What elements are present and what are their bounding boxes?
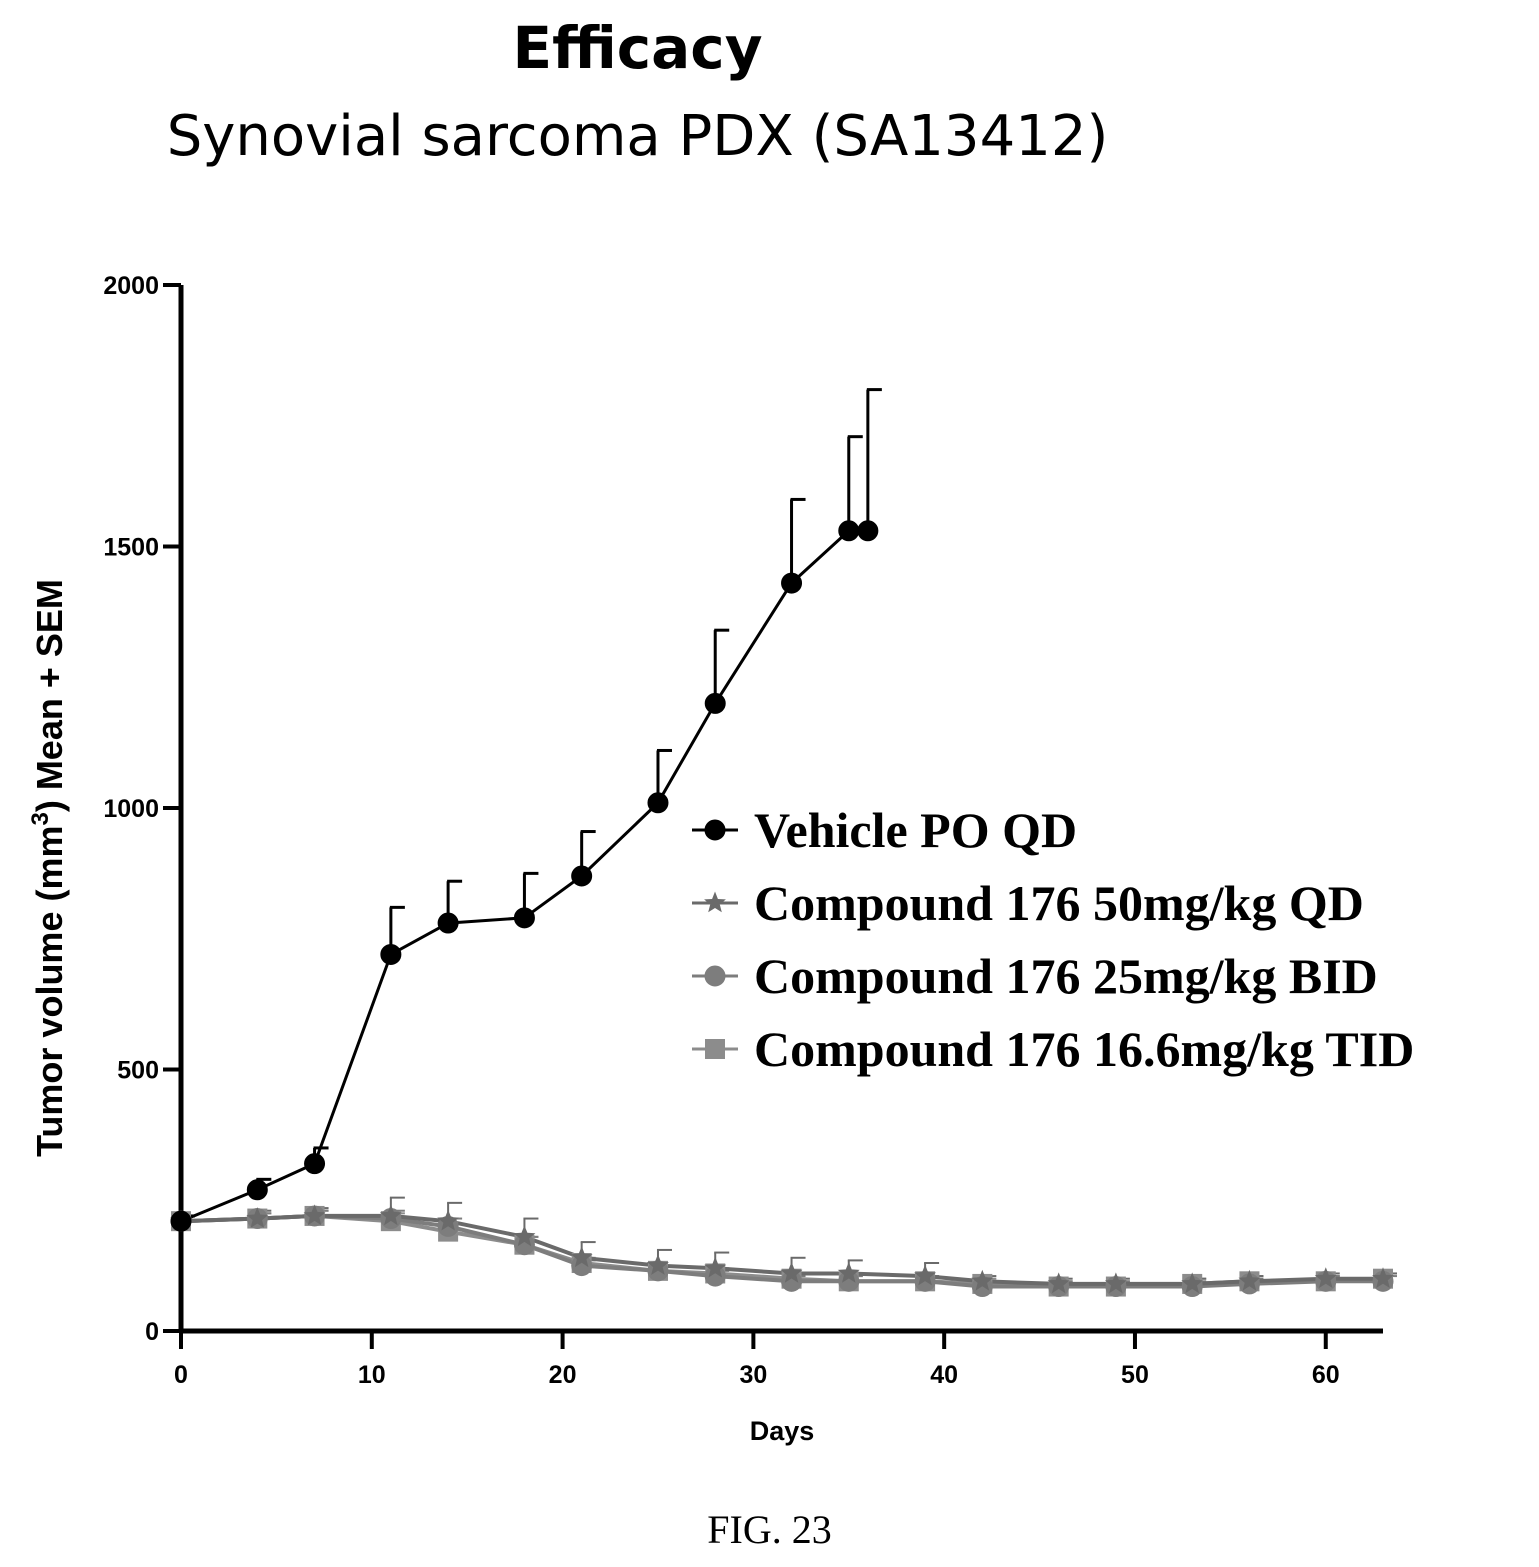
legend-label: Compound 176 50mg/kg QD (754, 875, 1364, 931)
axes: 0 500 1000 1500 2000 0 10 20 30 40 50 60 (103, 272, 1383, 1389)
tumor-volume-chart: 0 500 1000 1500 2000 0 10 20 30 40 50 60 Days Tumor… (27, 272, 1414, 1446)
chart-subtitle: Synovial sarcoma PDX (SA13412) (166, 104, 1109, 169)
data-point (380, 943, 402, 965)
data-point (704, 692, 726, 714)
data-point (437, 912, 459, 934)
data-point (1105, 1272, 1127, 1294)
x-axis-label: Days (750, 1416, 815, 1446)
data-point (570, 1246, 593, 1268)
x-tick-label: 0 (174, 1361, 188, 1389)
data-point (304, 1153, 326, 1175)
data-point (647, 1254, 669, 1275)
x-tick-label: 60 (1312, 1361, 1340, 1389)
legend-marker (704, 819, 726, 841)
data-point (647, 792, 669, 814)
data-point (246, 1207, 269, 1228)
data-point (971, 1269, 994, 1291)
data-point (379, 1204, 402, 1226)
legend-marker (705, 1039, 725, 1059)
legend-label: Compound 176 16.6mg/kg TID (754, 1021, 1414, 1077)
data-point (857, 520, 879, 542)
x-tick-label: 10 (358, 1361, 386, 1389)
data-point (704, 1256, 727, 1278)
y-tick-label: 2000 (103, 272, 159, 300)
x-tick-label: 20 (549, 1361, 577, 1389)
y-axis-label: Tumor volume (mm3) Mean + SEM (27, 579, 70, 1157)
data-point (780, 1262, 803, 1283)
x-tick-label: 30 (739, 1361, 767, 1389)
data-point (1238, 1269, 1261, 1291)
figure-caption: FIG. 23 (707, 1507, 832, 1552)
data-point (781, 572, 803, 594)
y-axis-label-part-1: Tumor volume (mm (29, 826, 70, 1157)
data-point (437, 1209, 459, 1231)
data-point (1181, 1272, 1204, 1294)
y-tick-label: 0 (145, 1318, 159, 1346)
chart-title: Efficacy (512, 14, 763, 82)
series-markers (170, 520, 1394, 1298)
y-tick-label: 500 (117, 1057, 159, 1085)
data-point (1372, 1267, 1394, 1288)
data-point (914, 1264, 936, 1286)
legend-marker (704, 965, 726, 987)
y-tick-label: 1000 (103, 795, 159, 823)
data-point (1047, 1272, 1070, 1294)
data-point (1314, 1267, 1337, 1288)
data-point (571, 865, 593, 887)
legend: Vehicle PO QD Compound 176 50mg/kg QD Comp… (692, 802, 1414, 1077)
data-point (838, 520, 860, 542)
data-point (170, 1210, 192, 1232)
legend-marker (704, 891, 726, 913)
data-point (513, 907, 535, 929)
y-axis-label-part-2: ) Mean + SEM (29, 579, 70, 812)
legend-label: Vehicle PO QD (754, 802, 1077, 858)
x-tick-label: 50 (1121, 1361, 1149, 1389)
x-tick-label: 40 (930, 1361, 958, 1389)
legend-label: Compound 176 25mg/kg BID (754, 948, 1378, 1004)
data-point (303, 1204, 326, 1226)
data-point (837, 1262, 860, 1283)
y-tick-label: 1500 (103, 534, 159, 562)
data-point (246, 1179, 268, 1201)
data-point (513, 1225, 536, 1247)
y-axis-label-superscript: 3 (27, 812, 54, 825)
